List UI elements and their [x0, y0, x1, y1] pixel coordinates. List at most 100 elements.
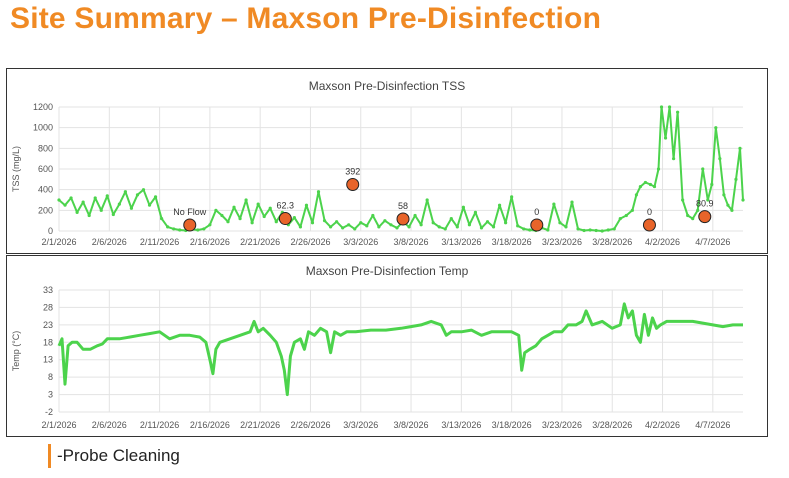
data-point	[365, 224, 369, 228]
page-title: Site Summary – Maxson Pre-Disinfection	[10, 2, 602, 35]
data-point	[328, 225, 333, 229]
probe-cleaning-marker	[346, 177, 360, 191]
data-point	[105, 194, 109, 198]
probe-cleaning-legend: -Probe Cleaning	[48, 444, 180, 468]
data-label: No Flow	[173, 207, 207, 217]
data-point	[455, 225, 459, 229]
x-tick-label: 3/8/2026	[394, 420, 429, 430]
data-point	[648, 182, 653, 187]
data-point	[250, 221, 254, 225]
data-point	[582, 228, 586, 233]
data-point	[262, 214, 266, 219]
data-point	[624, 213, 628, 218]
data-point	[208, 223, 212, 227]
data-point	[659, 105, 664, 109]
x-tick-label: 3/13/2026	[441, 420, 481, 430]
data-point	[371, 213, 375, 218]
data-point	[638, 184, 643, 189]
data-point	[244, 198, 248, 202]
data-label: 0	[534, 207, 539, 217]
data-point	[347, 223, 351, 227]
data-point	[407, 225, 411, 229]
y-tick-label: 200	[38, 205, 53, 215]
x-tick-label: 2/21/2026	[240, 237, 280, 247]
data-point	[676, 110, 680, 114]
x-tick-label: 3/28/2026	[592, 237, 632, 247]
data-point	[214, 208, 218, 212]
data-point	[461, 205, 465, 209]
data-point	[172, 227, 176, 231]
data-point	[443, 227, 447, 231]
data-point	[274, 220, 278, 224]
data-point	[730, 208, 734, 212]
y-tick-label: 1200	[33, 102, 53, 112]
temp-chart: Maxson Pre-Disinfection Temp Temp (°C) -2 3…	[11, 264, 743, 430]
probe-cleaning-marker	[396, 212, 410, 226]
data-point	[135, 193, 140, 197]
probe-cleaning-marker	[530, 218, 544, 232]
probe-cleaning-marker	[278, 212, 292, 226]
data-label: 58	[398, 201, 408, 211]
data-point	[588, 228, 592, 232]
y-axis-label: TSS (mg/L)	[11, 146, 21, 192]
data-label: 62.3	[277, 201, 295, 211]
data-point	[268, 206, 272, 210]
y-tick-label: 600	[38, 164, 53, 174]
data-point	[643, 180, 648, 185]
x-tick-label: 3/8/2026	[394, 237, 429, 247]
data-point	[634, 193, 638, 197]
data-point	[696, 208, 700, 212]
data-point	[57, 198, 61, 202]
y-tick-label: 3	[48, 390, 53, 400]
data-point	[570, 200, 574, 204]
data-point	[510, 195, 514, 199]
data-point	[663, 136, 668, 140]
data-point	[413, 213, 417, 218]
x-tick-label: 3/13/2026	[441, 237, 481, 247]
x-tick-label: 2/6/2026	[92, 420, 127, 430]
data-point	[322, 219, 327, 223]
data-point	[196, 228, 200, 232]
data-label: 0	[647, 207, 652, 217]
data-point	[166, 225, 170, 229]
x-tick-label: 2/1/2026	[41, 237, 76, 247]
data-point	[81, 200, 85, 204]
chart-title: Maxson Pre-Disinfection Temp	[306, 264, 469, 278]
data-point	[117, 202, 121, 206]
data-point	[99, 208, 103, 212]
data-point	[558, 221, 562, 225]
x-tick-label: 2/26/2026	[290, 237, 330, 247]
data-point	[359, 221, 363, 225]
x-tick-label: 3/3/2026	[343, 237, 378, 247]
data-point	[75, 210, 79, 214]
data-point	[129, 206, 134, 210]
series-line	[57, 302, 743, 397]
y-tick-label: 18	[43, 337, 53, 347]
data-point	[292, 215, 296, 220]
data-point	[656, 167, 661, 171]
data-point	[726, 203, 730, 207]
data-point	[710, 182, 714, 187]
data-point	[226, 220, 230, 224]
data-point	[123, 190, 127, 194]
x-tick-label: 2/16/2026	[190, 420, 230, 430]
data-point	[87, 213, 91, 218]
data-point	[377, 225, 381, 229]
data-point	[383, 219, 387, 223]
data-point	[335, 220, 339, 224]
data-point	[652, 184, 657, 189]
data-point	[667, 105, 672, 109]
data-point	[701, 167, 705, 171]
data-point	[734, 177, 738, 181]
data-point	[691, 217, 695, 221]
y-tick-label: 400	[38, 185, 53, 195]
x-tick-label: 2/26/2026	[290, 420, 330, 430]
data-point	[504, 221, 508, 225]
data-point	[600, 229, 604, 233]
y-tick-label: 28	[43, 302, 53, 312]
probe-cleaning-marker	[183, 218, 197, 232]
data-point	[681, 198, 685, 202]
probe-cleaning-marker	[642, 218, 656, 232]
data-point	[304, 203, 309, 207]
data-point	[419, 223, 423, 227]
